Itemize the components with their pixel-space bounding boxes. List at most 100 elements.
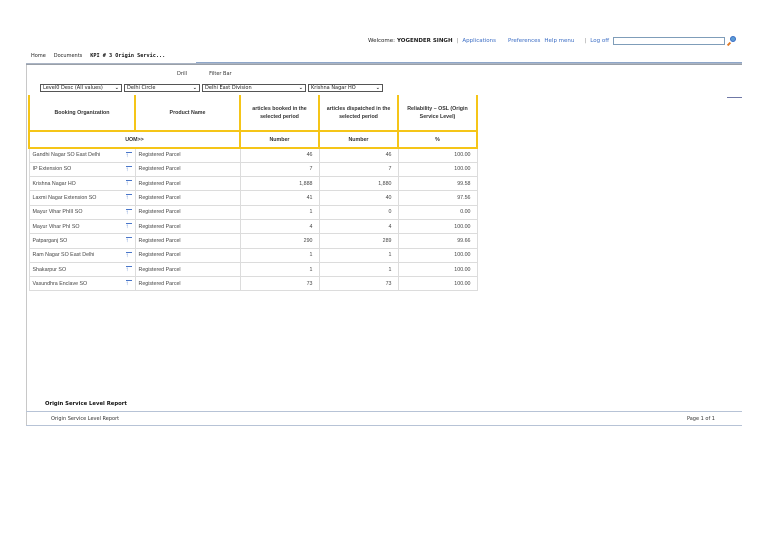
org-name: Krishna Nagar HO <box>32 180 76 187</box>
report-footer-title: Origin Service Level Report <box>45 401 127 407</box>
table-row: Shakarpur SO ↑ Registered Parcel 1 1 100.… <box>28 261 478 278</box>
cell-product: Registered Parcel <box>134 204 241 220</box>
uom-booked: Number <box>239 131 320 149</box>
cell-product: Registered Parcel <box>134 233 241 249</box>
filter-value: Delhi East Division <box>205 85 252 91</box>
drill-down-icon[interactable]: ↑ <box>125 165 132 173</box>
filter-value: Level0 Desc (All values) <box>43 85 103 91</box>
tab-current-document[interactable]: KPI # 3 Origin Servic... <box>90 53 166 59</box>
cell-dispatched: 40 <box>318 190 399 206</box>
table-row: IP Extension SO ↑ Registered Parcel 7 7 1… <box>28 161 478 178</box>
chevron-down-icon: ⌄ <box>114 85 119 91</box>
cell-org: Mayur Vihar PhIII SO ↑ <box>28 204 136 220</box>
org-name: Gandhi Nagar SO East Delhi <box>32 152 101 159</box>
cell-org: IP Extension SO ↑ <box>28 161 136 178</box>
filter-division-select[interactable]: Delhi East Division ⌄ <box>202 84 306 92</box>
cell-dispatched: 1,880 <box>318 176 399 192</box>
cell-dispatched: 0 <box>318 204 399 220</box>
cell-osl: 100.00 <box>397 218 478 235</box>
drill-down-icon[interactable]: ↑ <box>125 237 132 244</box>
chevron-down-icon: ⌄ <box>298 85 303 91</box>
filter-value: Delhi Circle <box>127 85 156 91</box>
org-name: IP Extension SO <box>32 166 72 173</box>
cell-booked: 290 <box>239 233 320 249</box>
cell-booked: 1,888 <box>239 176 320 192</box>
report-status-bar: Origin Service Level Report Page 1 of 1 <box>26 411 742 426</box>
cell-product: Registered Parcel <box>134 190 241 206</box>
cell-product: Registered Parcel <box>134 176 241 192</box>
cell-booked: 73 <box>239 276 320 292</box>
cell-osl: 100.00 <box>397 147 478 163</box>
drill-down-icon[interactable]: ↑ <box>125 194 132 201</box>
cell-osl: 100.00 <box>397 261 478 278</box>
cell-product: Registered Parcel <box>134 261 241 278</box>
report-frame-top-border <box>26 63 742 65</box>
table-row: Ram Nagar SO East Delhi ↑ Registered Parc… <box>28 247 478 263</box>
cell-booked: 41 <box>239 190 320 206</box>
search-input[interactable] <box>613 37 725 45</box>
drill-down-icon[interactable]: ↑ <box>125 208 132 216</box>
report-name: Origin Service Level Report <box>51 415 120 422</box>
page-indicator: Page 1 of 1 <box>686 415 715 422</box>
report-table: Booking Organization Product Name articl… <box>28 95 478 292</box>
uom-dispatched: Number <box>318 131 399 149</box>
log-off-link[interactable]: Log off <box>590 38 609 44</box>
cell-org: Patparganj SO ↑ <box>28 233 136 249</box>
cell-osl: 99.58 <box>397 176 478 192</box>
org-name: Mayur Vihar PhI SO <box>32 223 80 230</box>
filter-bar-button[interactable]: Filter Bar <box>209 71 232 77</box>
uom-label: UOM>> <box>28 131 241 149</box>
org-name: Laxmi Nagar Extension SO <box>32 195 97 202</box>
header-reliability-osl: Reliability – OSL (Origin Service Level) <box>397 95 478 132</box>
cell-org: Vasundhra Enclave SO ↑ <box>28 276 136 292</box>
header-articles-booked: articles booked in the selected period <box>239 95 320 132</box>
cell-org: Ram Nagar SO East Delhi ↑ <box>28 247 136 263</box>
filter-circle-select[interactable]: Delhi Circle ⌄ <box>124 84 200 92</box>
table-row: Vasundhra Enclave SO ↑ Registered Parcel … <box>28 276 478 292</box>
report-toolbar: Drill Filter Bar <box>177 71 232 77</box>
cell-dispatched: 289 <box>318 233 399 249</box>
table-row: Mayur Vihar PhI SO ↑ Registered Parcel 4 … <box>28 218 478 235</box>
welcome-label: Welcome: <box>368 38 396 44</box>
filter-office-select[interactable]: Krishna Nagar HO ⌄ <box>308 84 383 92</box>
filter-value: Krishna Nagar HO <box>311 85 356 91</box>
help-menu-link[interactable]: Help menu <box>544 38 575 44</box>
cell-product: Registered Parcel <box>134 218 241 235</box>
table-row: Krishna Nagar HO ↑ Registered Parcel 1,88… <box>28 176 478 192</box>
cell-osl: 99.66 <box>397 233 478 249</box>
table-header-row: Booking Organization Product Name articl… <box>28 95 478 132</box>
cell-booked: 1 <box>239 261 320 278</box>
chevron-down-icon: ⌄ <box>192 85 197 91</box>
table-row: Laxmi Nagar Extension SO ↑ Registered Par… <box>28 190 478 206</box>
table-row: Mayur Vihar PhIII SO ↑ Registered Parcel … <box>28 204 478 220</box>
user-name: YOGENDER SINGH <box>397 38 453 44</box>
applications-link[interactable]: Applications <box>462 38 497 44</box>
cell-dispatched: 73 <box>318 276 399 292</box>
drill-button[interactable]: Drill <box>177 71 188 77</box>
separator: | <box>584 38 587 44</box>
table-row: Gandhi Nagar SO East Delhi ↑ Registered P… <box>28 147 478 163</box>
cell-product: Registered Parcel <box>134 161 241 178</box>
uom-row: UOM>> Number Number % <box>28 131 478 149</box>
cell-org: Gandhi Nagar SO East Delhi ↑ <box>28 147 136 163</box>
cell-dispatched: 46 <box>318 147 399 163</box>
cell-booked: 1 <box>239 204 320 220</box>
cell-org: Mayur Vihar PhI SO ↑ <box>28 218 136 235</box>
breadcrumb-home[interactable]: Home <box>31 53 46 59</box>
cell-osl: 100.00 <box>397 247 478 263</box>
drill-down-icon[interactable]: ↑ <box>125 280 132 287</box>
drill-down-icon[interactable]: ↑ <box>125 265 132 273</box>
divider <box>727 97 742 98</box>
drill-down-icon[interactable]: ↑ <box>125 222 132 230</box>
search-icon[interactable] <box>726 36 736 47</box>
drill-down-icon[interactable]: ↑ <box>125 251 132 259</box>
preferences-link[interactable]: Preferences <box>508 38 541 44</box>
drill-down-icon[interactable]: ↑ <box>125 180 132 187</box>
cell-product: Registered Parcel <box>134 147 241 163</box>
filter-level0-select[interactable]: Level0 Desc (All values) ⌄ <box>40 84 122 92</box>
cell-booked: 1 <box>239 247 320 263</box>
drill-down-icon[interactable]: ↑ <box>125 152 132 159</box>
breadcrumb-documents[interactable]: Documents <box>53 53 83 59</box>
cell-osl: 100.00 <box>397 161 478 178</box>
org-name: Ram Nagar SO East Delhi <box>32 252 95 259</box>
